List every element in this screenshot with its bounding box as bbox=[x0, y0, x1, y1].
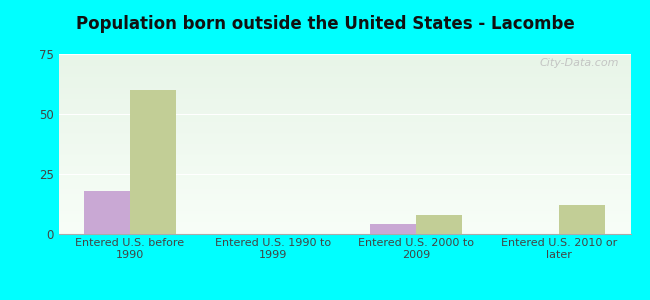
Bar bbox=[416, 215, 462, 234]
Bar bbox=[370, 224, 416, 234]
Bar bbox=[559, 205, 604, 234]
Bar bbox=[84, 191, 130, 234]
Text: City-Data.com: City-Data.com bbox=[540, 58, 619, 68]
Bar bbox=[130, 90, 176, 234]
Text: Population born outside the United States - Lacombe: Population born outside the United State… bbox=[75, 15, 575, 33]
